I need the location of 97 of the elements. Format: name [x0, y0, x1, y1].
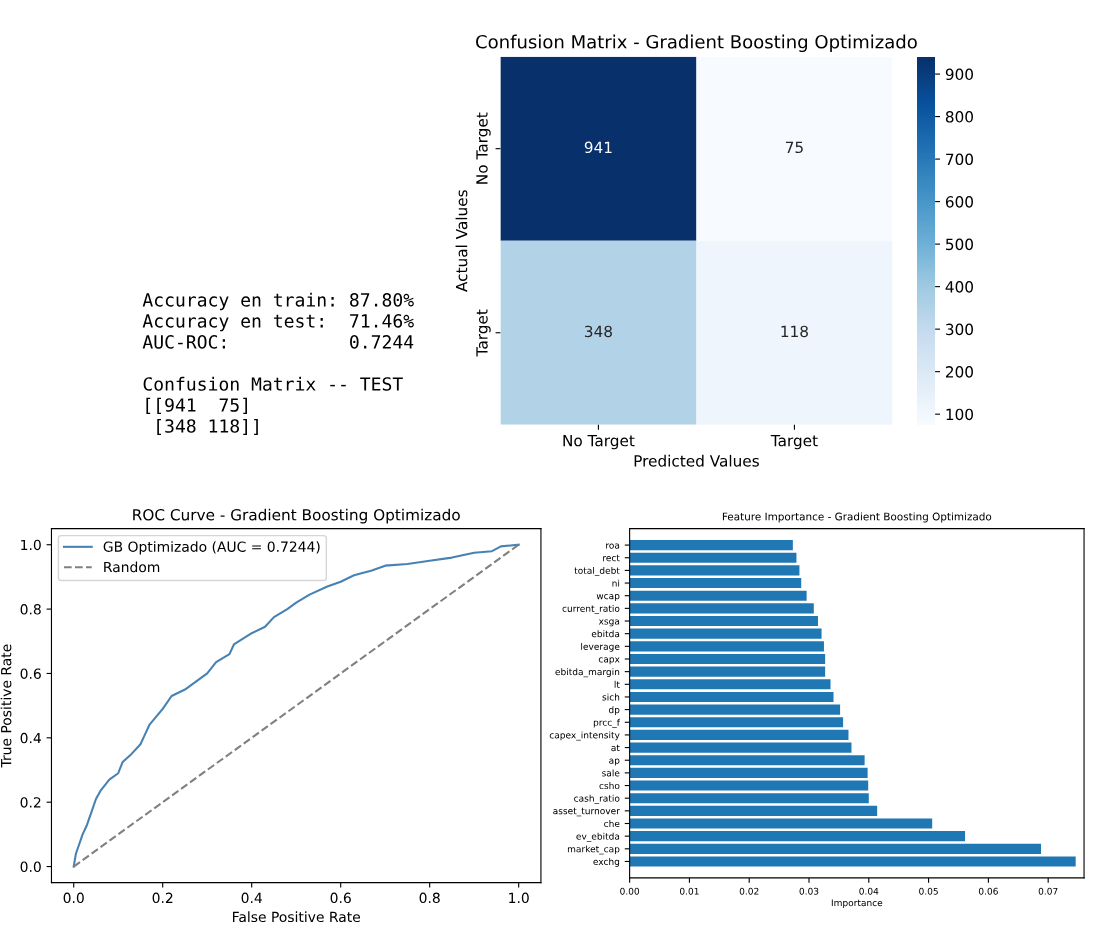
bar — [629, 615, 818, 627]
bar — [629, 717, 844, 728]
x-tick-label: 0.07 — [1038, 887, 1058, 895]
y-tick-label: current_ratio — [562, 604, 620, 614]
y-tick-label: che — [604, 820, 620, 828]
y-tick-label: prcc_f — [593, 718, 621, 728]
y-axis-title: True Positive Rate — [0, 644, 12, 768]
x-tick-label: 0.0 — [63, 892, 84, 904]
data-label: 75 — [785, 141, 803, 154]
y-tick-label: 0.8 — [20, 604, 41, 615]
y-tick-label: dp — [608, 706, 620, 715]
color-bar-label: 400 — [945, 281, 973, 293]
bar — [629, 742, 852, 753]
bar — [629, 590, 807, 601]
color-bar-label: 600 — [945, 196, 973, 208]
x-tick-label: 0.00 — [620, 887, 640, 895]
y-tick-label: 0.6 — [20, 668, 41, 679]
chart-title: Confusion Matrix - Gradient Boosting Optimizado — [476, 34, 917, 53]
y-tick-label: leverage — [581, 642, 620, 652]
x-tick-label: 0.6 — [330, 892, 351, 904]
y-tick-label: ebitda_margin — [555, 668, 620, 678]
bar — [629, 729, 849, 740]
y-tick-label: asset_turnover — [553, 807, 620, 817]
x-tick-label: 0.8 — [419, 892, 440, 904]
x-tick-label: 0.02 — [739, 887, 759, 895]
y-tick-label: capx — [598, 657, 620, 665]
bar — [629, 540, 793, 551]
bar — [629, 843, 1041, 854]
bar — [629, 628, 822, 639]
y-tick-label: cash_ratio — [574, 794, 620, 804]
bar — [629, 679, 831, 690]
x-axis-title: False Positive Rate — [233, 911, 360, 923]
data-label: 118 — [781, 325, 808, 338]
x-tick-label: 0.05 — [919, 887, 938, 895]
x-tick-label: 0.01 — [679, 887, 699, 895]
bar — [629, 691, 834, 703]
y-tick-label: 0.2 — [20, 797, 41, 808]
bar — [629, 831, 966, 842]
bar — [629, 653, 826, 665]
y-tick-label: market_cap — [567, 845, 620, 855]
y-tick-label: roa — [606, 543, 620, 549]
line-series — [72, 543, 520, 868]
x-tick-label: 0.06 — [978, 887, 998, 895]
y-tick-label: csho — [599, 782, 620, 790]
y-tick-label: ap — [609, 758, 620, 766]
color-bar-label: 200 — [945, 366, 973, 378]
color-bar-label: 800 — [945, 111, 973, 123]
data-label: 348 — [585, 325, 612, 338]
y-tick-label: capex_intensity — [549, 731, 620, 741]
bar — [629, 856, 1076, 867]
y-tick-label: xsga — [598, 619, 620, 627]
bar — [629, 755, 865, 766]
bar — [629, 603, 814, 614]
bar — [629, 666, 826, 677]
color-bar-label: 900 — [945, 68, 973, 81]
chart-title: ROC Curve - Gradient Boosting Optimizado — [133, 508, 460, 524]
x-tick-label: 0.04 — [859, 887, 879, 895]
bar — [629, 793, 869, 804]
y-tick-label: ev_ebitda — [576, 832, 620, 842]
bar — [629, 552, 797, 563]
color-bar-label: 300 — [946, 323, 973, 336]
y-tick-label: sich — [602, 693, 620, 701]
text: Accuracy en train: 87.80% Accuracy en test: 71.46% AUC-ROC: 0.7244 Confusion Matrix -- TEST [[941 75] [348 118]] — [142, 292, 414, 435]
chart-title: Feature Importance - Gradient Boosting Optimizado — [722, 512, 992, 523]
x-axis-title: Importance — [831, 899, 883, 908]
y-tick-label: 0.0 — [20, 861, 41, 873]
bar — [629, 767, 868, 778]
bar — [629, 780, 869, 791]
y-tick-label: 1.0 — [21, 539, 41, 551]
y-tick-label: total_debt — [574, 566, 620, 576]
y-tick-label: rect — [603, 554, 620, 562]
x-tick-label: 1.0 — [509, 892, 529, 904]
x-tick-label: 0.03 — [799, 887, 819, 895]
bar — [629, 818, 933, 829]
y-tick-label: wcap — [596, 594, 620, 602]
y-tick-label: 0.4 — [20, 732, 41, 744]
bar — [629, 704, 841, 715]
y-tick-label: sale — [602, 769, 620, 777]
legend-label: Random — [104, 561, 160, 573]
y-axis-title: Actual Values — [455, 190, 468, 292]
x-tick-label: 0.4 — [241, 892, 262, 904]
color-bar-label: 100 — [946, 408, 973, 421]
y-tick-label: at — [611, 744, 620, 752]
y-tick-label: lt — [614, 680, 620, 688]
y-tick-label: exchg — [593, 858, 620, 867]
bar — [629, 577, 802, 589]
y-tick-label: ni — [612, 579, 620, 587]
y-tick-label: ebitda — [591, 630, 620, 638]
bar — [629, 641, 824, 652]
bar — [629, 565, 800, 576]
bar — [629, 805, 878, 816]
x-tick-label: 0.2 — [152, 892, 173, 904]
data-label: 941 — [584, 141, 612, 154]
x-axis-title: Predicted Values — [634, 454, 759, 467]
legend-label: GB Optimizado (AUC = 0.7244) — [103, 541, 320, 555]
color-bar-label: 700 — [946, 153, 973, 166]
color-bar-label: 500 — [946, 238, 973, 251]
